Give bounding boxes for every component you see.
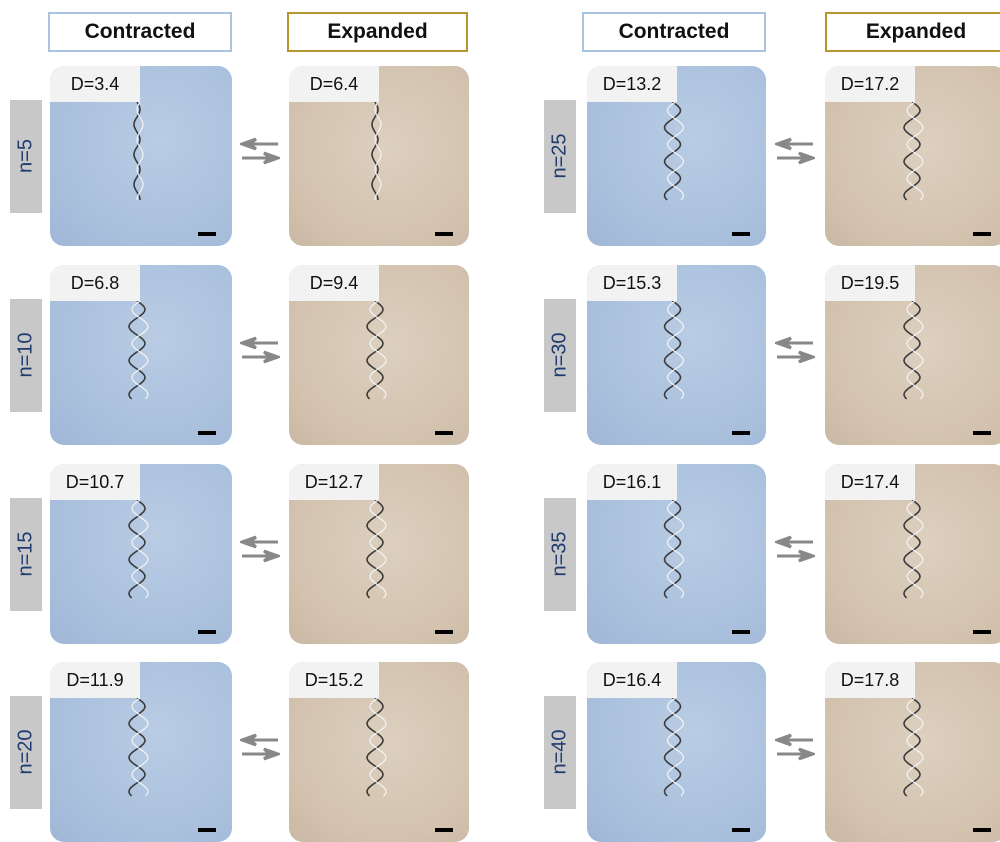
exchange-arrows (240, 136, 280, 166)
scale-bar (732, 828, 750, 832)
scale-bar (198, 630, 216, 634)
scale-bar (435, 431, 453, 435)
d-label: D=3.4 (50, 66, 140, 102)
micrograph: D=17.2 (825, 66, 1000, 246)
exchange-arrows (775, 335, 815, 365)
scale-bar (435, 828, 453, 832)
n-label: n=5 (15, 139, 38, 173)
micrograph: D=10.7 (50, 464, 232, 644)
scale-bar (198, 431, 216, 435)
d-label: D=9.4 (289, 265, 379, 301)
arrow-left (242, 735, 278, 745)
micrograph: D=16.4 (587, 662, 766, 842)
arrow-left (777, 338, 813, 348)
column-header: Contracted (48, 12, 232, 52)
d-label: D=6.8 (50, 265, 140, 301)
arrow-left (777, 139, 813, 149)
column-header: Expanded (825, 12, 1000, 52)
arrow-left (242, 338, 278, 348)
helix (134, 102, 140, 200)
micrograph: D=15.2 (289, 662, 469, 842)
d-label: D=15.2 (289, 662, 379, 698)
micrograph: D=12.7 (289, 464, 469, 644)
micrograph: D=6.8 (50, 265, 232, 445)
arrow-left (777, 537, 813, 547)
n-label-box: n=25 (544, 100, 576, 213)
scale-bar (435, 630, 453, 634)
scale-bar (732, 232, 750, 236)
d-label: D=16.4 (587, 662, 677, 698)
arrow-right (777, 352, 813, 362)
scale-bar (732, 630, 750, 634)
exchange-arrows (240, 732, 280, 762)
n-label-box: n=35 (544, 498, 576, 611)
helix (372, 102, 378, 200)
n-label: n=30 (549, 332, 572, 377)
column-header: Expanded (287, 12, 468, 52)
scale-bar (973, 431, 991, 435)
n-label: n=10 (15, 332, 38, 377)
d-label: D=6.4 (289, 66, 379, 102)
exchange-arrows (775, 732, 815, 762)
micrograph: D=19.5 (825, 265, 1000, 445)
scale-bar (435, 232, 453, 236)
arrow-right (777, 551, 813, 561)
d-label: D=17.4 (825, 464, 915, 500)
arrow-right (242, 551, 278, 561)
n-label-box: n=15 (10, 498, 42, 611)
micrograph: D=3.4 (50, 66, 232, 246)
scale-bar (732, 431, 750, 435)
micrograph: D=17.8 (825, 662, 1000, 842)
scale-bar (198, 232, 216, 236)
d-label: D=13.2 (587, 66, 677, 102)
d-label: D=10.7 (50, 464, 140, 500)
exchange-arrows (240, 534, 280, 564)
arrow-left (242, 537, 278, 547)
d-label: D=17.2 (825, 66, 915, 102)
micrograph: D=6.4 (289, 66, 469, 246)
exchange-arrows (775, 136, 815, 166)
n-label-box: n=20 (10, 696, 42, 809)
micrograph: D=9.4 (289, 265, 469, 445)
scale-bar (973, 828, 991, 832)
micrograph: D=15.3 (587, 265, 766, 445)
arrow-right (242, 352, 278, 362)
d-label: D=19.5 (825, 265, 915, 301)
n-label-box: n=5 (10, 100, 42, 213)
d-label: D=11.9 (50, 662, 140, 698)
scale-bar (198, 828, 216, 832)
micrograph: D=13.2 (587, 66, 766, 246)
arrow-right (242, 153, 278, 163)
micrograph: D=16.1 (587, 464, 766, 644)
n-label-box: n=30 (544, 299, 576, 412)
d-label: D=16.1 (587, 464, 677, 500)
arrow-right (777, 153, 813, 163)
arrow-left (777, 735, 813, 745)
d-label: D=12.7 (289, 464, 379, 500)
arrow-right (242, 749, 278, 759)
micrograph: D=11.9 (50, 662, 232, 842)
micrograph: D=17.4 (825, 464, 1000, 644)
n-label: n=20 (15, 729, 38, 774)
n-label: n=15 (15, 531, 38, 576)
figure: (() => { const data = JSON.parse(documen… (0, 0, 1000, 838)
scale-bar (973, 232, 991, 236)
n-label: n=25 (549, 133, 572, 178)
scale-bar (973, 630, 991, 634)
d-label: D=17.8 (825, 662, 915, 698)
column-header: Contracted (582, 12, 766, 52)
arrow-left (242, 139, 278, 149)
exchange-arrows (240, 335, 280, 365)
exchange-arrows (775, 534, 815, 564)
n-label-box: n=40 (544, 696, 576, 809)
n-label: n=40 (549, 729, 572, 774)
d-label: D=15.3 (587, 265, 677, 301)
n-label-box: n=10 (10, 299, 42, 412)
n-label: n=35 (549, 531, 572, 576)
arrow-right (777, 749, 813, 759)
